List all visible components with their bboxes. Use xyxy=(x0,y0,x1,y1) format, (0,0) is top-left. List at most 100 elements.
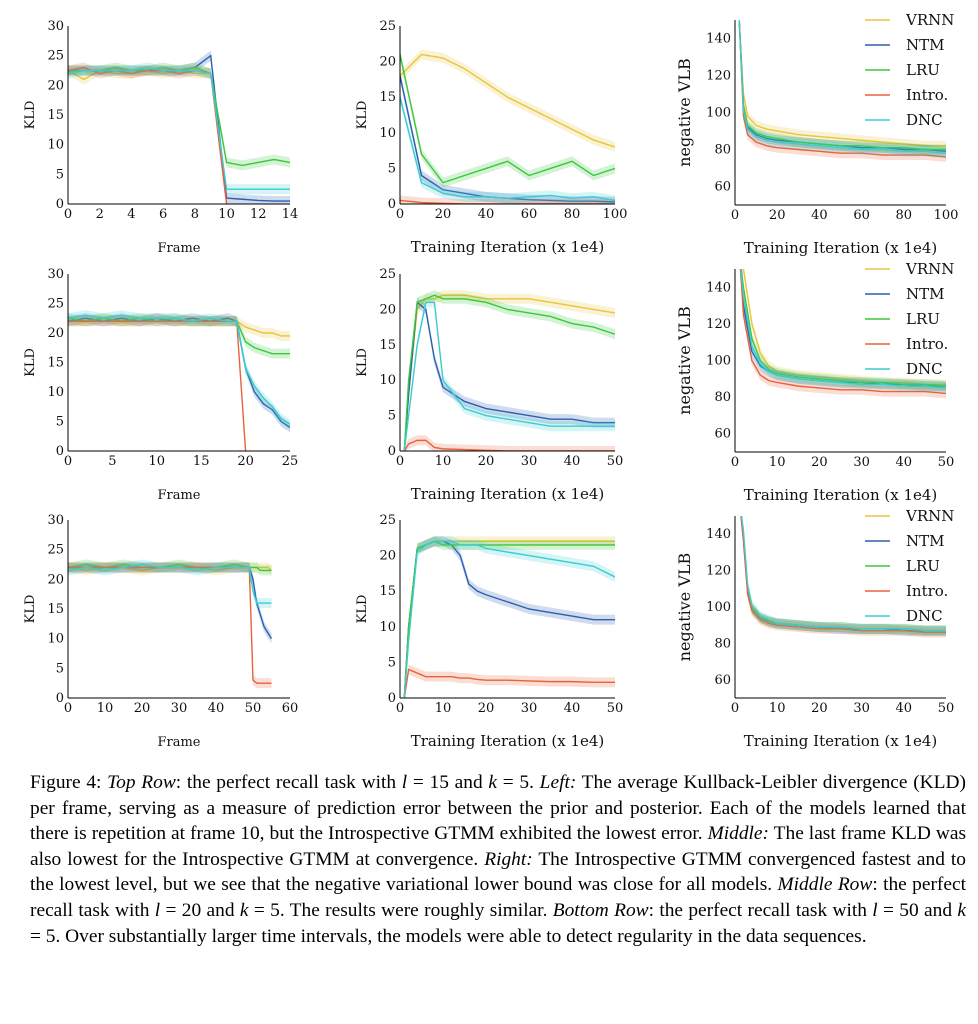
caption-math-l: l xyxy=(401,772,408,793)
y-tick-label: 120 xyxy=(706,69,731,84)
caption-text: The average Kullback-Leibler divergence … xyxy=(30,772,966,845)
x-tick-label: 50 xyxy=(607,701,624,716)
caption-text: = 5. The results were roughly similar. xyxy=(248,899,553,921)
y-tick-label: 0 xyxy=(388,197,396,212)
chart-panel-3: 0 20 40 60 80 100 60 80 100 120 140 Training Iterat… xyxy=(675,11,958,257)
x-tick-label: 0 xyxy=(731,455,739,470)
y-tick-label: 15 xyxy=(47,108,64,123)
x-axis-label: Training Iteration (x 1e4) xyxy=(744,486,938,504)
x-tick-label: 10 xyxy=(769,455,786,470)
x-tick-label: 40 xyxy=(208,701,225,716)
series-band-intro xyxy=(404,435,615,451)
x-tick-label: 30 xyxy=(853,455,870,470)
legend-label-ntm: NTM xyxy=(906,285,945,303)
series-line-dnc xyxy=(740,516,946,632)
x-tick-label: 20 xyxy=(134,701,151,716)
x-axis-label: Training Iteration (x 1e4) xyxy=(411,485,605,503)
series-line-dnc xyxy=(68,563,272,604)
y-tick-label: 100 xyxy=(706,354,731,369)
y-tick-label: 80 xyxy=(714,390,731,405)
y-axis-label: negative VLB xyxy=(675,306,694,415)
caption-text: = 20 and xyxy=(160,899,240,921)
x-tick-label: 60 xyxy=(282,701,299,716)
series-line-intro xyxy=(740,516,946,634)
x-tick-label: 20 xyxy=(811,701,828,716)
caption-text: : the perfect recall task with xyxy=(30,874,966,921)
series-line-intro xyxy=(403,439,615,451)
series-line-vrnn xyxy=(400,53,615,148)
caption-text: = 5. xyxy=(497,772,540,793)
caption-middle-label: Middle: xyxy=(707,823,769,845)
x-tick-label: 60 xyxy=(521,207,538,222)
x-tick-label: 20 xyxy=(478,454,495,469)
y-tick-label: 60 xyxy=(714,427,731,442)
series-line-intro xyxy=(400,199,615,204)
series-band-dnc xyxy=(68,559,272,609)
y-tick-label: 20 xyxy=(379,549,396,564)
x-tick-label: 8 xyxy=(191,207,199,222)
x-tick-label: 10 xyxy=(769,701,786,716)
series-band-dnc xyxy=(404,297,615,451)
series-band-intro xyxy=(68,316,246,451)
series-band-ntm xyxy=(404,297,615,451)
x-tick-label: 10 xyxy=(435,701,452,716)
series-line-vrnn xyxy=(403,294,615,451)
y-tick-label: 10 xyxy=(47,138,64,153)
series-band-intro xyxy=(68,562,272,689)
y-tick-label: 30 xyxy=(47,19,64,34)
y-axis-label: KLD xyxy=(355,348,370,377)
x-tick-label: 25 xyxy=(282,454,299,469)
y-axis-label: KLD xyxy=(355,101,370,130)
y-tick-label: 5 xyxy=(56,661,64,676)
x-tick-label: 20 xyxy=(435,207,452,222)
y-tick-label: 5 xyxy=(388,161,396,176)
series-line-dnc xyxy=(68,66,290,190)
caption-text: = 15 and xyxy=(407,772,489,793)
x-tick-label: 10 xyxy=(435,454,452,469)
x-tick-label: 60 xyxy=(853,208,870,223)
legend: VRNN NTM LRU Intro. DNC xyxy=(865,507,954,625)
series-line-dnc xyxy=(68,314,290,426)
y-tick-label: 10 xyxy=(47,385,64,400)
y-tick-label: 5 xyxy=(388,655,396,670)
series-line-dnc xyxy=(400,97,615,202)
x-tick-label: 0 xyxy=(64,207,72,222)
series-line-lru xyxy=(738,20,946,151)
caption-math-k: k xyxy=(957,899,966,921)
x-tick-label: 0 xyxy=(64,454,72,469)
series-band-dnc xyxy=(400,92,615,204)
series-band-dnc xyxy=(68,62,290,195)
y-tick-label: 0 xyxy=(388,444,396,459)
x-tick-label: 30 xyxy=(521,454,538,469)
series-line-lru xyxy=(68,66,290,167)
y-tick-label: 80 xyxy=(714,143,731,158)
x-tick-label: 30 xyxy=(171,701,188,716)
y-tick-label: 15 xyxy=(379,90,396,105)
series-line-dnc xyxy=(403,540,615,698)
caption-text: The last frame KLD was also lowest for t… xyxy=(30,823,966,870)
series-band-lru xyxy=(68,62,290,171)
x-tick-label: 2 xyxy=(96,207,104,222)
series-line-ntm xyxy=(68,566,273,640)
y-axis-label: KLD xyxy=(23,595,38,624)
y-tick-label: 100 xyxy=(706,106,731,121)
series-band-vrnn xyxy=(404,290,615,451)
y-tick-label: 20 xyxy=(47,326,64,341)
series-band-intro xyxy=(400,195,615,204)
caption-math-k: k xyxy=(239,899,249,921)
x-tick-label: 40 xyxy=(896,701,913,716)
x-tick-label: 80 xyxy=(564,207,581,222)
series-line-dnc xyxy=(403,301,615,451)
series-line-vrnn xyxy=(742,269,946,385)
y-tick-label: 25 xyxy=(47,297,64,312)
x-axis-label: Training Iteration (x 1e4) xyxy=(411,238,605,256)
legend-label-vrnn: VRNN xyxy=(905,507,954,525)
chart-panel-8: 0 10 20 30 40 50 0 5 10 15 20 25 Training Iteration … xyxy=(355,513,623,750)
x-axis-label: Training Iteration (x 1e4) xyxy=(744,732,938,750)
chart-panel-1: 0 2 4 6 8 10 12 14 0 5 10 15 20 25 30 Frame KLD xyxy=(23,19,298,256)
series-band-ntm xyxy=(404,536,615,698)
caption-math-l: l xyxy=(872,899,878,921)
series-band-vrnn xyxy=(400,49,615,153)
series-line-intro xyxy=(68,320,247,451)
x-tick-label: 4 xyxy=(127,207,135,222)
